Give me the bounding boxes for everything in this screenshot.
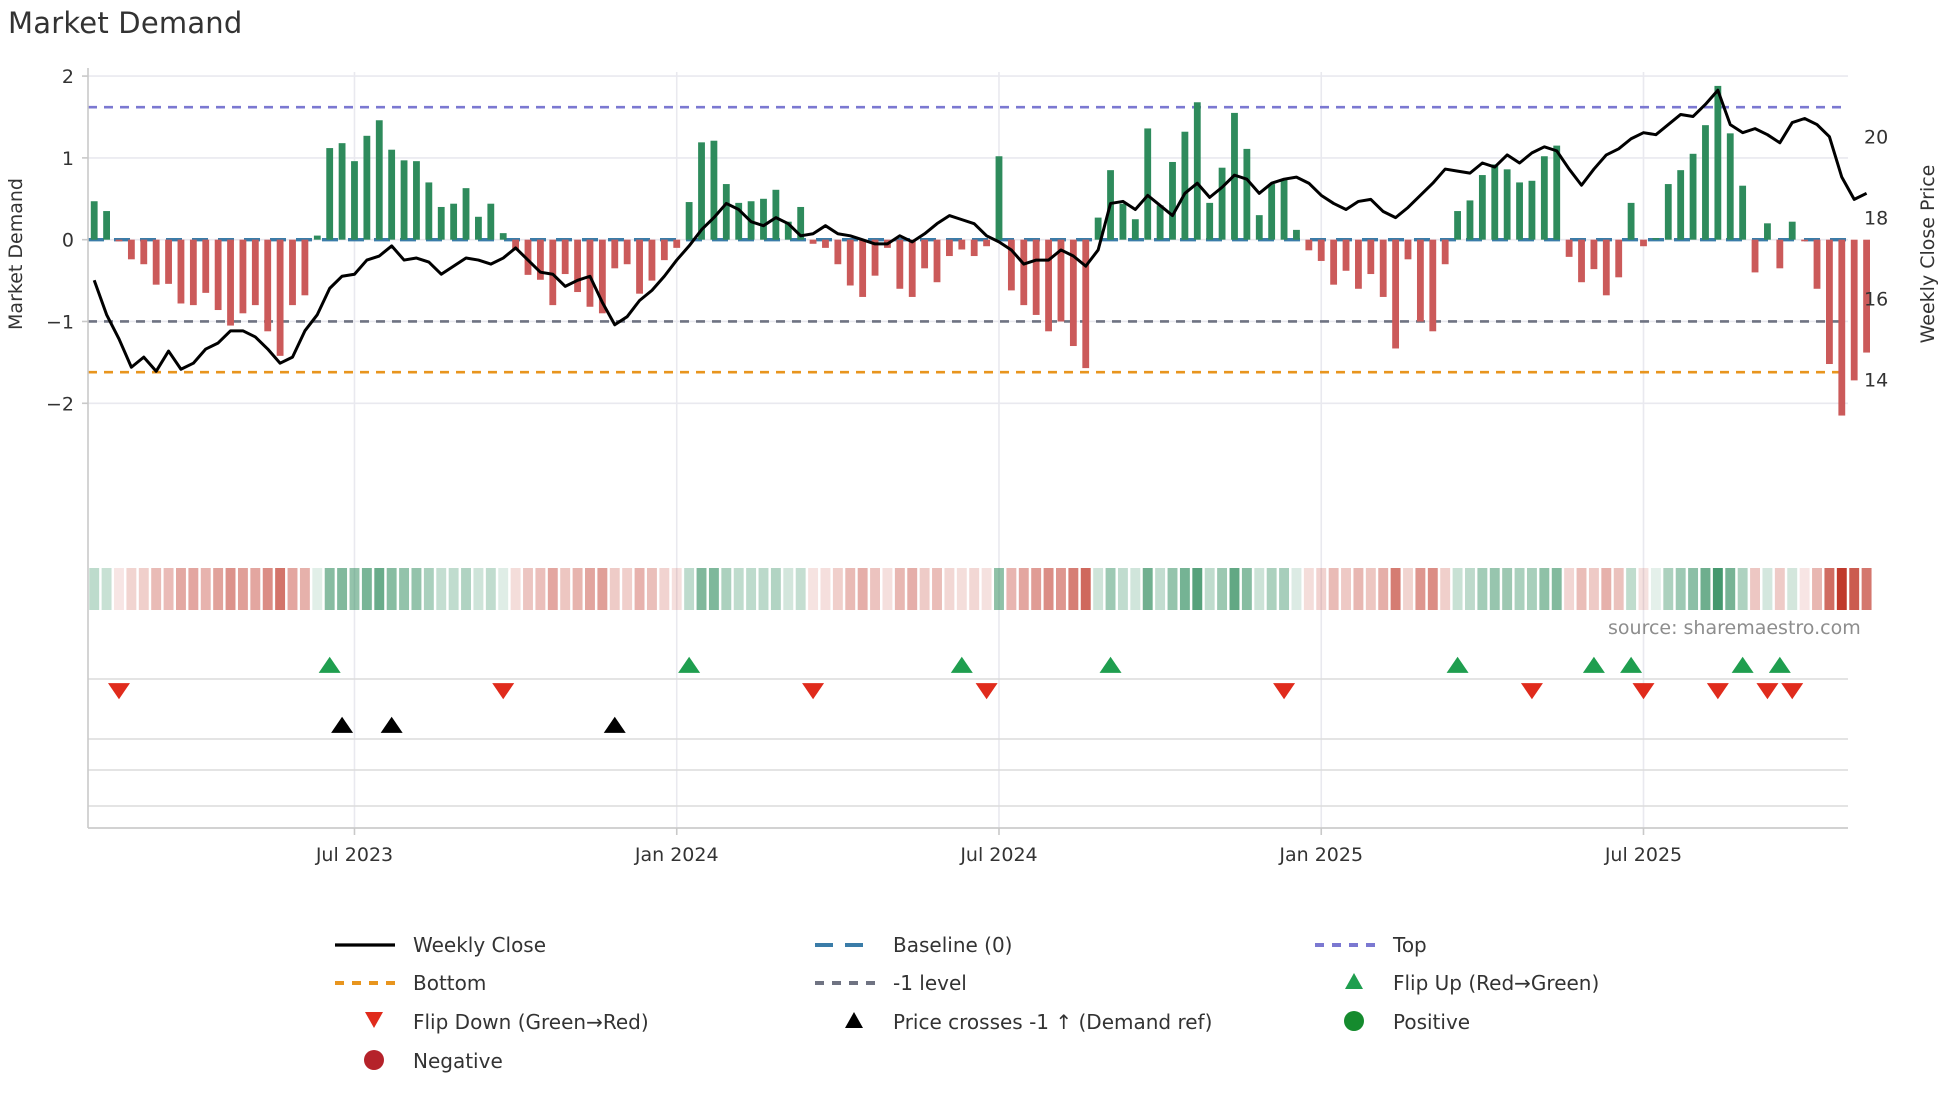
x-axis-tick: Jul 2023 [315, 844, 393, 866]
price-cross-marker [380, 716, 403, 733]
flip-up-marker [1446, 656, 1469, 673]
flip-up-marker [950, 656, 973, 673]
flip-up-marker [1099, 656, 1122, 673]
left-axis-tick: 2 [62, 66, 74, 88]
flip-up-marker [1768, 656, 1791, 673]
signal-markers [107, 656, 1804, 733]
legend-item[interactable]: Bottom [335, 971, 486, 995]
flip-down-marker [1632, 683, 1655, 700]
legend-triangle-up-icon [845, 1012, 863, 1028]
right-axis-label: Weekly Close Price [1917, 165, 1939, 344]
legend-item[interactable]: Price crosses -1 ↑ (Demand ref) [845, 1010, 1212, 1034]
left-axis-tick: −1 [46, 311, 74, 333]
weekly-close-line [92, 88, 1868, 373]
left-axis-tick: 1 [62, 148, 74, 170]
legend-label: Top [1392, 933, 1427, 957]
legend-label: Baseline (0) [893, 933, 1012, 957]
demand-bars [90, 85, 1870, 416]
flip-down-marker [107, 683, 130, 700]
legend-item[interactable]: -1 level [815, 971, 967, 995]
demand-intensity-strip [89, 568, 1872, 610]
legend-item[interactable]: Top [1315, 933, 1427, 957]
x-axis-tick: Jul 2025 [1604, 844, 1682, 866]
legend-label: Negative [413, 1049, 503, 1073]
left-axis-tick: −2 [46, 393, 74, 415]
flip-down-marker [802, 683, 825, 700]
legend-item[interactable]: Baseline (0) [815, 933, 1012, 957]
axes: 2 1 0 −1 −2 20 18 16 14 Jul 2023 Jan 2024 Jul 2024 J… [5, 66, 1939, 866]
price-cross-marker [603, 716, 626, 733]
legend-label: Price crosses -1 ↑ (Demand ref) [893, 1010, 1212, 1034]
flip-down-marker [1273, 683, 1296, 700]
legend-circle-icon [1344, 1011, 1364, 1031]
legend-item[interactable]: Positive [1344, 1010, 1470, 1034]
legend-item[interactable]: Weekly Close [335, 933, 546, 957]
right-axis-tick: 14 [1864, 369, 1888, 391]
legend-label: Weekly Close [413, 933, 546, 957]
legend-label: -1 level [893, 971, 967, 995]
price-cross-marker [331, 716, 354, 733]
legend-triangle-down-icon [365, 1012, 383, 1028]
flip-down-marker [1756, 683, 1779, 700]
legend-label: Flip Down (Green→Red) [413, 1010, 649, 1034]
right-axis-tick: 16 [1864, 288, 1888, 310]
flip-up-marker [1582, 656, 1605, 673]
flip-down-marker [1520, 683, 1543, 700]
legend-item[interactable]: Flip Up (Red→Green) [1345, 971, 1599, 995]
x-axis-tick: Jan 2025 [1278, 844, 1363, 866]
legend-item[interactable]: Flip Down (Green→Red) [365, 1010, 649, 1034]
flip-up-marker [1731, 656, 1754, 673]
legend-circle-icon [364, 1050, 384, 1070]
left-axis-tick: 0 [62, 230, 74, 252]
flip-down-marker [492, 683, 515, 700]
flip-down-marker [1781, 683, 1804, 700]
x-axis-tick: Jul 2024 [959, 844, 1037, 866]
legend-label: Flip Up (Red→Green) [1393, 971, 1599, 995]
left-axis-label: Market Demand [5, 178, 27, 330]
flip-down-marker [975, 683, 998, 700]
legend-label: Positive [1393, 1010, 1470, 1034]
flip-up-marker [1620, 656, 1643, 673]
x-axis-tick: Jan 2024 [634, 844, 719, 866]
flip-up-marker [318, 656, 341, 673]
right-axis-tick: 18 [1864, 208, 1888, 230]
legend-label: Bottom [413, 971, 486, 995]
flip-down-marker [1706, 683, 1729, 700]
page-title: Market Demand [8, 6, 243, 40]
right-axis-tick: 20 [1864, 127, 1888, 149]
flip-up-marker [678, 656, 701, 673]
legend-triangle-up-icon [1345, 973, 1363, 989]
legend-item[interactable]: Negative [364, 1049, 503, 1073]
